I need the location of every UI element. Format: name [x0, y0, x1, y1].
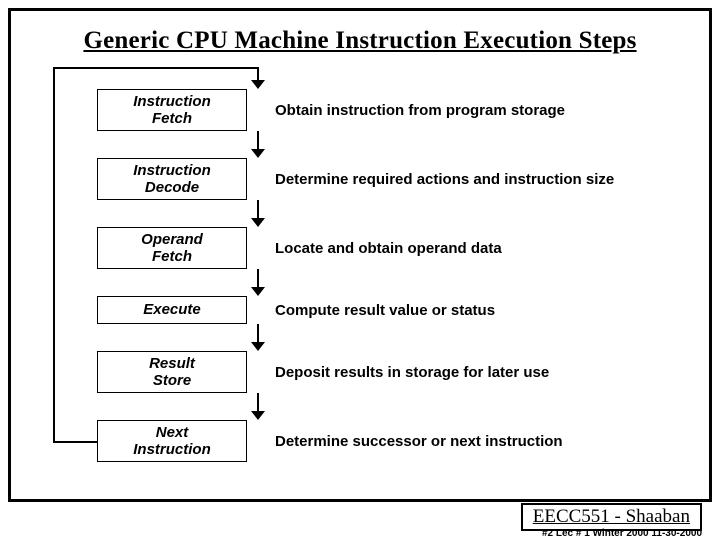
- footer-course-box: EECC551 - Shaaban: [521, 503, 702, 531]
- step-box: InstructionDecode: [97, 158, 247, 200]
- step-description: Locate and obtain operand data: [275, 240, 502, 257]
- arrow-shaft: [257, 269, 259, 287]
- step-row: InstructionFetch Obtain instruction from …: [97, 89, 697, 131]
- step-box: ResultStore: [97, 351, 247, 393]
- slide-frame: Generic CPU Machine Instruction Executio…: [8, 8, 712, 502]
- step-box-label-line: Fetch: [100, 110, 244, 127]
- arrow-shaft: [257, 200, 259, 218]
- step-box-label-line: Result: [100, 355, 244, 372]
- arrow-head-down-icon: [251, 342, 265, 351]
- step-box: NextInstruction: [97, 420, 247, 462]
- arrow-head-down-icon: [251, 287, 265, 296]
- step-box: InstructionFetch: [97, 89, 247, 131]
- step-description: Determine required actions and instructi…: [275, 171, 614, 188]
- step-row: InstructionDecode Determine required acti…: [97, 158, 697, 200]
- arrow-head-down-icon: [251, 149, 265, 158]
- step-row: OperandFetch Locate and obtain operand da…: [97, 227, 697, 269]
- step-box-label-line: Instruction: [100, 162, 244, 179]
- step-description: Determine successor or next instruction: [275, 433, 563, 450]
- step-description: Obtain instruction from program storage: [275, 102, 565, 119]
- step-box-label-line: Execute: [100, 301, 244, 318]
- step-row: Execute Compute result value or status: [97, 296, 697, 324]
- arrow-head-down-icon: [251, 80, 265, 89]
- arrow-head-down-icon: [251, 411, 265, 420]
- slide-title: Generic CPU Machine Instruction Executio…: [11, 27, 709, 55]
- arrow-shaft: [257, 324, 259, 342]
- step-box-label-line: Store: [100, 372, 244, 389]
- footer-meta: #2 Lec # 1 Winter 2000 11-30-2000: [542, 528, 702, 539]
- arrow-head-down-icon: [251, 218, 265, 227]
- arrow-shaft: [257, 393, 259, 411]
- step-row: ResultStore Deposit results in storage fo…: [97, 351, 697, 393]
- feedback-line-vertical: [53, 67, 55, 443]
- step-description: Compute result value or status: [275, 302, 495, 319]
- step-box-label-line: Instruction: [100, 441, 244, 458]
- footer-course-text: EECC551 - Shaaban: [533, 506, 690, 527]
- step-box-label-line: Decode: [100, 179, 244, 196]
- step-box-label-line: Instruction: [100, 93, 244, 110]
- step-box: OperandFetch: [97, 227, 247, 269]
- step-box-label-line: Operand: [100, 231, 244, 248]
- arrow-shaft: [257, 131, 259, 149]
- step-box-label-line: Fetch: [100, 248, 244, 265]
- step-box-label-line: Next: [100, 424, 244, 441]
- step-description: Deposit results in storage for later use: [275, 364, 549, 381]
- step-box: Execute: [97, 296, 247, 324]
- feedback-line-top: [53, 67, 259, 69]
- step-row: NextInstruction Determine successor or ne…: [97, 420, 697, 462]
- feedback-line-bottom: [53, 441, 97, 443]
